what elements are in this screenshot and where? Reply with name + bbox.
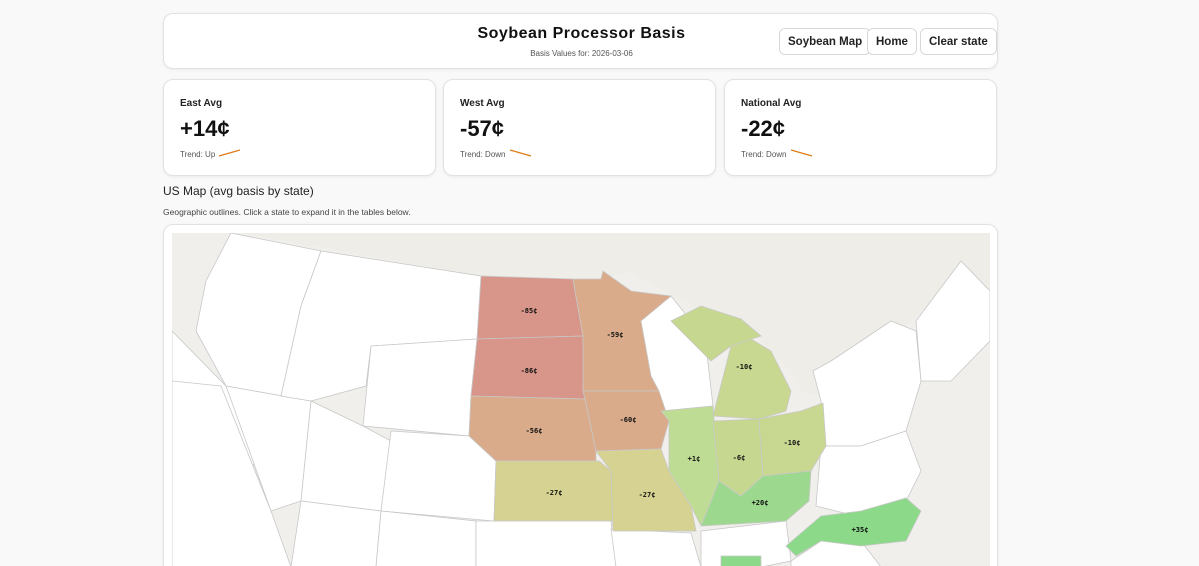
stat-trend: Trend: Up bbox=[180, 150, 216, 159]
state-WY[interactable] bbox=[362, 338, 478, 437]
sparkline-line bbox=[790, 149, 813, 157]
trend-down-sparkline bbox=[509, 149, 532, 157]
state-AL-partial[interactable] bbox=[720, 555, 762, 566]
map-section-title: US Map (avg basis by state) bbox=[163, 184, 314, 198]
state-IL[interactable] bbox=[660, 405, 720, 527]
state-MI-UP[interactable] bbox=[670, 305, 762, 362]
state-label-KS: -27¢ bbox=[546, 489, 563, 497]
state-label-IA: -60¢ bbox=[620, 416, 637, 424]
state-label-SD: -86¢ bbox=[521, 367, 538, 375]
trend-up-sparkline bbox=[218, 149, 241, 157]
state-label-MO: -27¢ bbox=[639, 491, 656, 499]
state-CA[interactable] bbox=[172, 380, 292, 566]
state-label-MI: -10¢ bbox=[736, 363, 753, 371]
home-button[interactable]: Home bbox=[867, 28, 917, 55]
trend-down-sparkline bbox=[790, 149, 813, 157]
west-avg-card: West Avg -57¢ Trend: Down bbox=[443, 79, 716, 176]
state-label-IL: +1¢ bbox=[688, 455, 701, 463]
state-NM[interactable] bbox=[375, 510, 477, 566]
state-MO[interactable] bbox=[595, 448, 697, 532]
sparkline-line bbox=[218, 149, 241, 157]
stat-trend: Trend: Down bbox=[741, 150, 787, 159]
state-NC[interactable] bbox=[785, 497, 922, 557]
stat-label: East Avg bbox=[180, 98, 223, 109]
basis-date-subtitle: Basis Values for: 2026-03-06 bbox=[530, 49, 633, 58]
state-label-OH: -10¢ bbox=[784, 439, 801, 447]
east-avg-card: East Avg +14¢ Trend: Up bbox=[163, 79, 436, 176]
stat-value: -57¢ bbox=[460, 116, 505, 141]
stat-label: West Avg bbox=[460, 98, 505, 109]
page-header: Soybean Processor Basis Basis Values for… bbox=[163, 13, 998, 69]
state-AZ[interactable] bbox=[290, 500, 382, 566]
state-AR[interactable] bbox=[610, 528, 702, 566]
national-avg-card: National Avg -22¢ Trend: Down bbox=[724, 79, 997, 176]
state-KY[interactable] bbox=[700, 470, 812, 527]
stat-value: +14¢ bbox=[180, 116, 230, 141]
state-TN[interactable] bbox=[700, 520, 792, 566]
state-label-ND: -85¢ bbox=[521, 307, 538, 315]
stat-trend: Trend: Down bbox=[460, 150, 506, 159]
canada-region bbox=[172, 233, 990, 396]
map-section-description: Geographic outlines. Click a state to ex… bbox=[163, 207, 411, 217]
sparkline-line bbox=[509, 149, 532, 157]
state-label-NC: +35¢ bbox=[852, 526, 869, 534]
state-VA-WV-MD[interactable] bbox=[815, 430, 922, 517]
clear-state-button[interactable]: Clear state bbox=[920, 28, 997, 55]
us-map-card: -85¢ -86¢ -59¢ -56¢ -60¢ -27¢ -27¢ +1¢ -… bbox=[163, 224, 998, 566]
state-NE-states[interactable] bbox=[915, 260, 990, 382]
state-OK-TX[interactable] bbox=[475, 520, 617, 566]
state-label-KY: +20¢ bbox=[752, 499, 769, 507]
page-title: Soybean Processor Basis bbox=[477, 25, 686, 42]
stat-label: National Avg bbox=[741, 98, 802, 109]
state-label-NE: -56¢ bbox=[526, 427, 543, 435]
soybean-map-button[interactable]: Soybean Map bbox=[779, 28, 872, 55]
state-label-MN: -59¢ bbox=[607, 331, 624, 339]
us-map: -85¢ -86¢ -59¢ -56¢ -60¢ -27¢ -27¢ +1¢ -… bbox=[172, 233, 990, 566]
state-label-IN: -6¢ bbox=[733, 454, 746, 462]
stat-value: -22¢ bbox=[741, 116, 786, 141]
state-MN[interactable] bbox=[572, 270, 672, 392]
